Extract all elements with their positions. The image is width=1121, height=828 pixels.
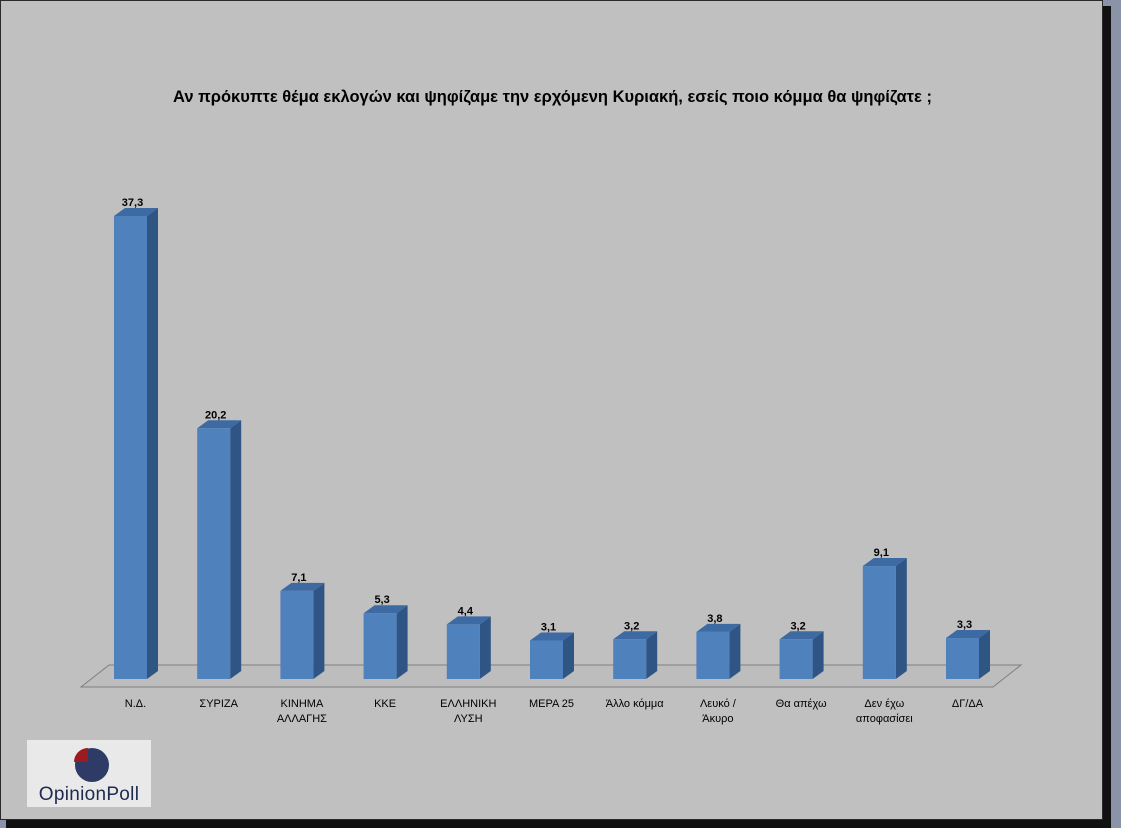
bar-front: [613, 639, 647, 679]
bar-top: [114, 208, 158, 216]
bar-side: [646, 631, 658, 679]
category-label: ΑΛΛΑΓΗΣ: [277, 713, 327, 725]
bar-8: [779, 631, 824, 679]
logo-text: OpinionPoll: [38, 784, 140, 805]
bar-4: [446, 616, 491, 679]
bar-side: [729, 623, 741, 679]
bar-side: [479, 616, 491, 679]
bar-0: [114, 208, 158, 679]
bar-front: [197, 428, 231, 679]
category-label: ΚΙΝΗΜΑ: [281, 698, 324, 710]
bar-front: [530, 640, 563, 679]
value-label: 3,3: [957, 619, 972, 631]
category-label: Άκυρο: [702, 713, 733, 725]
bar-top: [613, 631, 658, 640]
bar-top: [862, 558, 907, 567]
bar-front: [363, 613, 397, 679]
chart-title: Αν πρόκυπτε θέμα εκλογών και ψηφίζαμε τη…: [173, 88, 932, 106]
frame-shadow-bottom: [6, 820, 1111, 828]
bar-front: [446, 624, 480, 679]
value-label: 4,4: [458, 605, 474, 617]
category-label: ΣΥΡΙΖΑ: [199, 698, 238, 710]
bar-side: [979, 630, 990, 679]
value-label: 3,1: [541, 622, 556, 634]
category-label: ΔΓ/ΔΑ: [952, 698, 984, 710]
category-label: ΜΕΡΑ 25: [529, 698, 574, 710]
value-label: 3,2: [790, 620, 805, 632]
value-label: 37,3: [122, 197, 143, 209]
bar-5: [530, 632, 574, 679]
value-label: 5,3: [374, 594, 389, 606]
category-label: ΕΛΛΗΝΙΚΗ: [440, 698, 496, 710]
value-label: 3,2: [624, 620, 639, 632]
bar-side: [396, 605, 408, 679]
bar-top: [530, 632, 574, 641]
bar-3: [363, 605, 408, 679]
bar-top: [779, 631, 824, 640]
bar-side: [230, 420, 242, 679]
category-label: Λευκό /: [700, 698, 737, 710]
value-label: 20,2: [205, 409, 226, 421]
bar-2: [280, 582, 325, 679]
value-label: 3,8: [707, 613, 722, 625]
bar-side: [812, 631, 824, 679]
frame-shadow-right: [1103, 6, 1111, 828]
bar-side: [313, 582, 325, 679]
bar-front: [779, 639, 813, 679]
category-label: Ν.Δ.: [125, 698, 146, 710]
bar-front: [862, 566, 896, 679]
bar-top: [696, 623, 741, 632]
bar-side: [895, 558, 907, 679]
category-label: Θα απέχω: [776, 698, 827, 710]
bar-side: [147, 208, 158, 679]
bar-top: [446, 616, 491, 625]
bar-top: [197, 420, 242, 429]
bar-6: [613, 631, 658, 679]
value-label: 7,1: [291, 572, 306, 584]
bar-front: [696, 631, 730, 679]
bar-9: [862, 558, 907, 679]
bar-7: [696, 623, 741, 679]
bar-front: [946, 638, 979, 679]
category-label: Άλλο κόμμα: [606, 698, 665, 710]
category-label: ΚΚΕ: [374, 698, 396, 710]
category-label: αποφασίσει: [856, 713, 913, 725]
value-label: 9,1: [874, 547, 889, 559]
bar-top: [280, 582, 325, 591]
bar-1: [197, 420, 242, 679]
bar-10: [946, 630, 990, 679]
logo-circle-icon: [74, 748, 109, 782]
bar-chart: 37,3 Ν.Δ. 20,2 ΣΥΡΙΖΑ 7,1 ΚΙΝΗΜΑ ΑΛΛΑΓΗΣ 5,3 ΚΚΕ…: [79, 197, 1023, 725]
chart-frame: Αν πρόκυπτε θέμα εκλογών και ψηφίζαμε τη…: [0, 0, 1103, 820]
category-label: Δεν έχω: [864, 698, 904, 710]
bar-top: [363, 605, 408, 614]
bar-top: [946, 630, 990, 639]
opinionpoll-logo: OpinionPoll: [27, 740, 151, 807]
bar-front: [280, 590, 314, 679]
bar-front: [114, 216, 147, 679]
category-label: ΛΥΣΗ: [454, 713, 483, 725]
bar-side: [563, 632, 574, 679]
